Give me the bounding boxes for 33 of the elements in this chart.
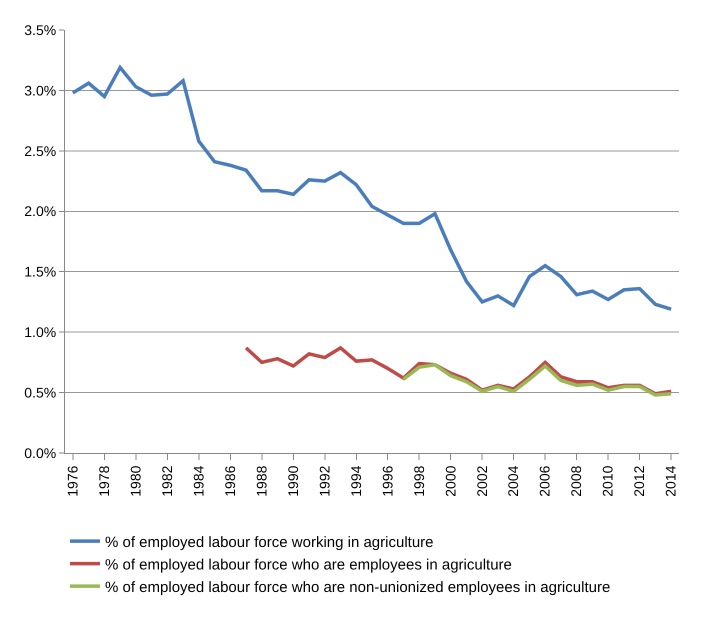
y-tick-label: 2.5% <box>24 142 56 159</box>
x-tick-label: 1998 <box>410 465 427 497</box>
legend-label: % of employed labour force working in agriculture <box>105 534 434 552</box>
x-tick-label: 1992 <box>316 465 332 497</box>
x-tick-label: 1988 <box>253 465 270 497</box>
x-tick-label: 2000 <box>442 465 458 497</box>
x-tick-label: 1984 <box>190 465 206 497</box>
x-tick-label: 2002 <box>474 465 490 497</box>
x-tick-label: 1978 <box>96 465 112 497</box>
x-tick-label: 1994 <box>348 465 364 497</box>
x-tick-label: 1976 <box>64 465 80 497</box>
x-tick-label: 1990 <box>284 465 301 497</box>
x-tick-label: 1986 <box>222 465 238 497</box>
x-tick-label: 1980 <box>127 465 144 497</box>
x-tick-label: 2010 <box>600 465 616 497</box>
y-tick-label: 3.5% <box>24 22 56 38</box>
line-series <box>402 363 673 397</box>
x-tick-label: 2004 <box>505 465 522 497</box>
y-tick-label: 0.0% <box>24 444 56 461</box>
x-tick-label: 1996 <box>379 465 396 497</box>
x-tick-label: 2008 <box>568 465 584 497</box>
x-tick-label: 2014 <box>662 465 679 497</box>
legend-label: % of employed labour force who are non-unionized employees in agriculture <box>105 579 610 596</box>
y-tick-label: 3.0% <box>24 82 56 98</box>
y-tick-label: 1.0% <box>24 324 56 340</box>
legend-label: % of employed labour force who are employees in agriculture <box>105 556 512 574</box>
x-tick-label: 2012 <box>631 465 648 497</box>
x-tick-label: 1982 <box>158 465 175 497</box>
line-series <box>71 66 673 311</box>
y-tick-label: 0.5% <box>24 384 56 400</box>
y-tick-label: 1.5% <box>24 264 56 280</box>
y-tick-label: 2.0% <box>24 203 56 220</box>
x-tick-label: 2006 <box>536 465 553 497</box>
